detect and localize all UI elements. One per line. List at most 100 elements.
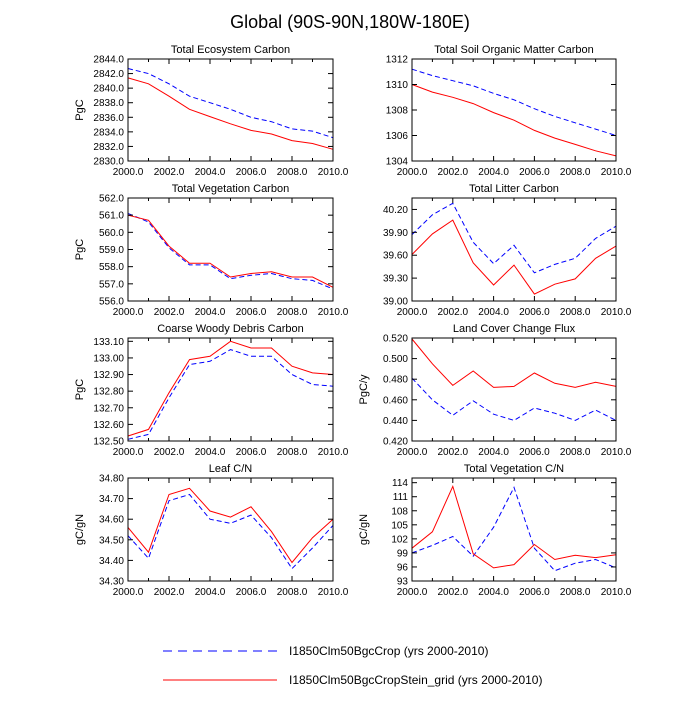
x-tick-label: 2000.0: [113, 587, 144, 598]
x-tick-label: 2008.0: [560, 447, 591, 458]
x-tick-label: 2010.0: [601, 307, 632, 318]
y-tick-label: 132.90: [93, 370, 124, 381]
plot-frame: [127, 58, 334, 162]
x-tick-label: 2000.0: [397, 587, 428, 598]
y-tick-label: 562.0: [99, 194, 124, 205]
legend: I1850Clm50BgcCrop (yrs 2000-2010) I1850C…: [163, 644, 542, 687]
y-tick-label: 1308: [386, 106, 409, 117]
x-tick-label: 2002.0: [154, 167, 185, 178]
y-tick-label: 561.0: [99, 211, 124, 222]
series-line-dashed: [411, 68, 617, 136]
x-tick-label: 2008.0: [560, 587, 591, 598]
y-tick-label: 1310: [386, 80, 409, 91]
x-tick-label: 2006.0: [236, 307, 267, 318]
y-tick-label: 102: [391, 534, 408, 545]
x-tick-label: 2004.0: [478, 167, 509, 178]
y-tick-label: 559.0: [99, 245, 124, 256]
y-tick-label: 39.60: [383, 251, 408, 262]
panel-title: Total Litter Carbon: [469, 183, 559, 195]
x-tick-label: 2006.0: [519, 447, 550, 458]
y-tick-label: 34.80: [99, 474, 124, 485]
plot-frame: [127, 477, 334, 582]
series-line-solid: [127, 487, 334, 564]
y-tick-label: 557.0: [99, 279, 124, 290]
series-line-dashed: [411, 377, 617, 421]
x-tick-label: 2004.0: [195, 447, 226, 458]
x-tick-label: 2008.0: [277, 167, 308, 178]
plot-frame: [411, 477, 617, 582]
x-tick-label: 2000.0: [397, 307, 428, 318]
y-tick-label: 0.420: [383, 437, 408, 448]
x-tick-label: 2010.0: [318, 167, 349, 178]
y-tick-label: 2830.0: [93, 157, 124, 168]
y-tick-label: 111: [393, 492, 409, 503]
x-tick-label: 2002.0: [154, 447, 185, 458]
x-tick-label: 2010.0: [318, 447, 349, 458]
x-tick-label: 2002.0: [438, 447, 469, 458]
series-line-dashed: [127, 68, 334, 139]
x-tick-label: 2000.0: [397, 447, 428, 458]
plot-frame: [411, 58, 617, 162]
y-axis-label: PgC: [74, 239, 86, 260]
panel-title: Coarse Woody Debris Carbon: [157, 323, 304, 335]
y-tick-label: 0.480: [383, 375, 408, 386]
y-axis-label: gC/gN: [74, 514, 86, 545]
plot-frame: [127, 197, 334, 302]
x-tick-label: 2006.0: [519, 167, 550, 178]
y-tick-label: 2844.0: [93, 55, 124, 66]
x-tick-label: 2010.0: [601, 167, 632, 178]
series-line-solid: [411, 338, 617, 388]
y-tick-label: 1312: [386, 55, 409, 66]
y-tick-label: 560.0: [99, 228, 124, 239]
chart-panel-8: Total Vegetation C/N gC/gN 2000.0 2002.0 200…: [358, 463, 632, 598]
y-tick-label: 114: [392, 478, 408, 489]
x-tick-label: 2008.0: [277, 307, 308, 318]
series-line-dashed: [127, 349, 334, 440]
y-tick-label: 0.460: [383, 395, 408, 406]
x-tick-label: 2000.0: [113, 447, 144, 458]
y-tick-label: 0.500: [383, 354, 408, 365]
y-tick-label: 1306: [386, 131, 409, 142]
x-tick-label: 2010.0: [601, 587, 632, 598]
x-tick-label: 2002.0: [154, 587, 185, 598]
x-tick-label: 2004.0: [195, 167, 226, 178]
x-tick-label: 2000.0: [113, 307, 144, 318]
y-tick-label: 39.00: [383, 297, 408, 308]
panel-title: Total Vegetation Carbon: [172, 183, 289, 195]
y-tick-label: 34.30: [99, 577, 124, 588]
x-tick-label: 2004.0: [478, 447, 509, 458]
y-tick-label: 34.50: [99, 535, 124, 546]
plot-frame: [411, 197, 617, 302]
x-tick-label: 2008.0: [560, 167, 591, 178]
y-tick-label: 0.520: [383, 334, 408, 345]
y-axis-label: PgC: [74, 379, 86, 400]
y-tick-label: 108: [391, 506, 408, 517]
y-tick-label: 2834.0: [93, 127, 124, 138]
panel-title: Leaf C/N: [209, 463, 252, 475]
x-tick-label: 2000.0: [113, 167, 144, 178]
series-line-solid: [127, 340, 334, 437]
panel-title: Total Soil Organic Matter Carbon: [434, 44, 594, 56]
x-tick-label: 2006.0: [236, 447, 267, 458]
y-tick-label: 2836.0: [93, 113, 124, 124]
x-tick-label: 2008.0: [277, 447, 308, 458]
y-axis-label: PgC/y: [358, 374, 370, 404]
x-tick-label: 2004.0: [195, 307, 226, 318]
x-tick-label: 2002.0: [154, 307, 185, 318]
y-tick-label: 93: [397, 577, 409, 588]
chart-panel-4: Total Litter Carbon 2000.0 2002.0 2004.0 200…: [383, 183, 632, 318]
legend-solid-label: I1850Clm50BgcCropStein_grid (yrs 2000-20…: [289, 673, 542, 687]
chart-panel-3: Total Vegetation Carbon PgC 2000.0 2002.0 20…: [74, 183, 349, 318]
x-tick-label: 2004.0: [195, 587, 226, 598]
chart-panel-1: Total Ecosystem Carbon PgC 2000.0 2002.0 200…: [74, 44, 349, 178]
y-tick-label: 99: [397, 548, 409, 559]
y-tick-label: 0.440: [383, 416, 408, 427]
x-tick-label: 2006.0: [519, 587, 550, 598]
x-tick-label: 2002.0: [438, 167, 469, 178]
y-tick-label: 132.80: [93, 387, 124, 398]
x-tick-label: 2002.0: [438, 307, 469, 318]
panel-title: Total Vegetation C/N: [464, 463, 564, 475]
y-tick-label: 2840.0: [93, 84, 124, 95]
